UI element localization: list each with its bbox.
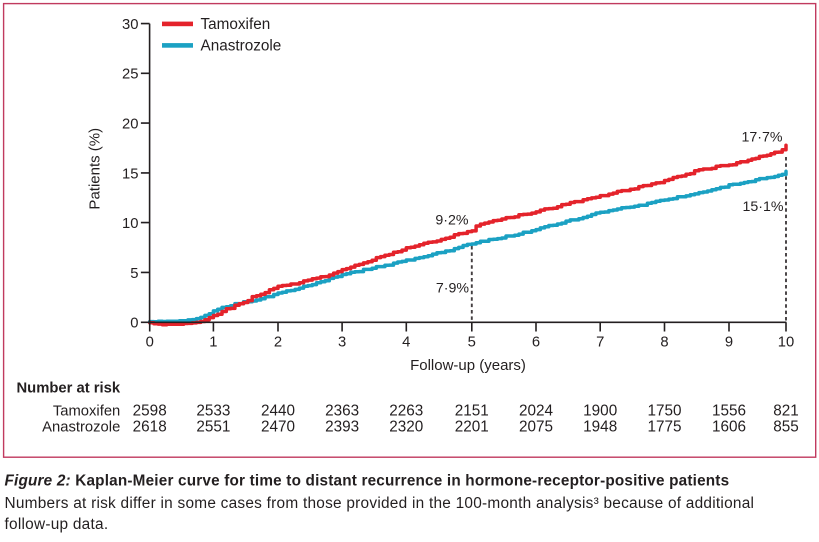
svg-text:Numbers at risk differ in some: Numbers at risk differ in some cases fro…: [5, 495, 755, 512]
svg-text:15·1%: 15·1%: [742, 199, 783, 215]
svg-text:2533: 2533: [196, 403, 230, 420]
svg-text:Figure 2: Kaplan-Meier curve f: Figure 2: Kaplan-Meier curve for time to…: [5, 473, 730, 490]
svg-text:2320: 2320: [389, 419, 423, 436]
svg-text:2551: 2551: [196, 419, 230, 436]
svg-text:2263: 2263: [389, 403, 423, 420]
svg-text:4: 4: [402, 335, 410, 351]
svg-text:2393: 2393: [325, 419, 359, 436]
svg-text:Anastrozole: Anastrozole: [42, 420, 120, 436]
svg-text:2598: 2598: [133, 403, 167, 420]
svg-text:25: 25: [122, 67, 138, 83]
svg-text:8: 8: [660, 335, 668, 351]
svg-text:15: 15: [122, 166, 138, 182]
svg-text:2618: 2618: [133, 419, 167, 436]
svg-text:17·7%: 17·7%: [741, 129, 782, 145]
svg-text:10: 10: [122, 216, 138, 232]
svg-text:2: 2: [274, 335, 282, 351]
svg-text:2075: 2075: [519, 419, 553, 436]
svg-text:0: 0: [146, 335, 154, 351]
svg-text:7: 7: [596, 335, 604, 351]
svg-text:2470: 2470: [261, 419, 295, 436]
svg-text:1948: 1948: [583, 419, 617, 436]
svg-text:30: 30: [122, 17, 138, 33]
svg-text:855: 855: [773, 419, 799, 436]
svg-text:5: 5: [130, 266, 138, 282]
svg-text:Tamoxifen: Tamoxifen: [201, 16, 271, 33]
svg-text:2363: 2363: [325, 403, 359, 420]
svg-text:9: 9: [725, 335, 733, 351]
svg-text:821: 821: [773, 403, 799, 420]
svg-text:7·9%: 7·9%: [436, 280, 470, 296]
svg-text:2151: 2151: [455, 403, 489, 420]
svg-text:1556: 1556: [712, 403, 746, 420]
svg-text:1606: 1606: [712, 419, 746, 436]
svg-text:3: 3: [338, 335, 346, 351]
svg-text:10: 10: [778, 335, 794, 351]
svg-text:2440: 2440: [261, 403, 295, 420]
svg-text:1775: 1775: [647, 419, 681, 436]
svg-text:Patients (%): Patients (%): [87, 128, 104, 210]
svg-text:follow-up data.: follow-up data.: [5, 516, 109, 533]
svg-text:1900: 1900: [583, 403, 617, 420]
svg-text:Anastrozole: Anastrozole: [201, 38, 282, 55]
svg-text:Follow-up (years): Follow-up (years): [410, 357, 526, 374]
svg-text:6: 6: [532, 335, 540, 351]
svg-text:5: 5: [468, 335, 476, 351]
svg-text:2201: 2201: [455, 419, 489, 436]
svg-text:1750: 1750: [647, 403, 681, 420]
svg-text:Tamoxifen: Tamoxifen: [53, 404, 120, 420]
svg-text:9·2%: 9·2%: [435, 213, 469, 229]
svg-text:Number at risk: Number at risk: [17, 381, 121, 397]
svg-text:0: 0: [130, 316, 138, 332]
svg-text:20: 20: [122, 117, 138, 133]
svg-text:1: 1: [209, 335, 217, 351]
svg-text:2024: 2024: [519, 403, 554, 420]
